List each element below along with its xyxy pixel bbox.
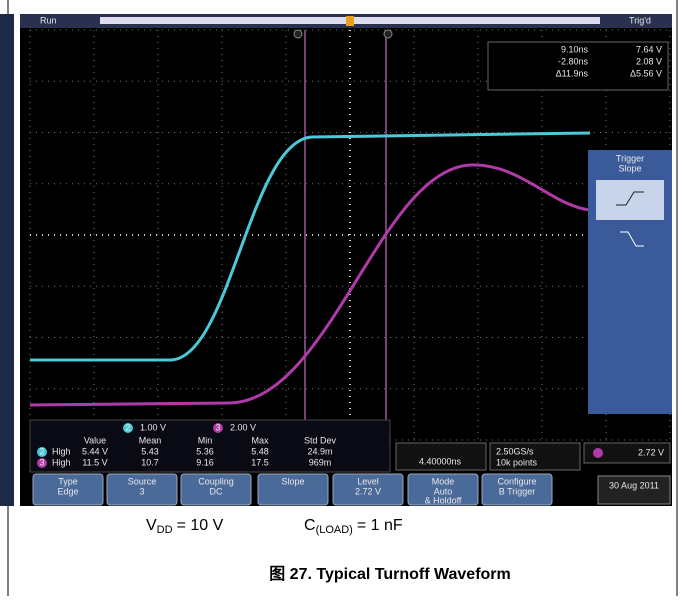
caption-title: Typical Turnoff Waveform <box>316 566 510 583</box>
cursor-time: 9.10ns <box>561 44 589 54</box>
cursor-time: Δ11.9ns <box>556 68 589 78</box>
side-strip <box>0 14 14 506</box>
cell: 5.36 <box>196 446 214 456</box>
row-badge <box>37 458 47 468</box>
cell: 24.9m <box>307 446 332 456</box>
record-length: 10k points <box>496 457 538 467</box>
channel-number: 2 <box>125 422 130 432</box>
trigger-level: 2.72 V <box>638 447 664 457</box>
menu-label: Level <box>357 476 379 486</box>
panel-title: Trigger <box>616 153 644 163</box>
cell: 11.5 V <box>82 457 107 467</box>
status: Run <box>40 15 57 25</box>
row-name: High <box>52 457 71 467</box>
cell: 5.43 <box>141 446 159 456</box>
acquisition-box <box>489 442 581 471</box>
cursor-volt: 7.64 V <box>636 44 662 54</box>
menu-button[interactable] <box>106 473 178 506</box>
menu-button[interactable] <box>257 473 329 506</box>
cell: 5.44 V <box>82 446 108 456</box>
symbol: C <box>304 517 316 534</box>
cursor-readout: 9.10ns 7.64 V -2.80ns 2.08 V Δ11.9ns Δ5.56 V <box>556 44 662 78</box>
menu-value: 2.72 V <box>355 486 381 496</box>
horizontal-position: 4.40000ns <box>419 456 462 466</box>
waveform-ch2 <box>30 131 591 362</box>
channel-scale: 1.00 V <box>140 422 166 432</box>
date-box <box>597 475 671 505</box>
cursor-handle <box>293 29 303 39</box>
menu-label: Type <box>58 476 78 486</box>
menu-button[interactable] <box>332 473 404 506</box>
row-channel: 3 <box>39 457 44 467</box>
menu-label: Configure <box>497 476 536 486</box>
trigger-channel <box>593 448 603 458</box>
menu-button[interactable] <box>481 473 553 506</box>
column-header: Min <box>198 435 213 445</box>
column-header: Std Dev <box>304 435 337 445</box>
column-header: Mean <box>139 435 162 445</box>
channel-number: 3 <box>215 422 220 432</box>
cursor-volt: Δ5.56 V <box>630 68 662 78</box>
waveform-ch3 <box>29 163 591 407</box>
row-channel: 2 <box>39 446 44 456</box>
cell: 5.48 <box>251 446 269 456</box>
condition-value: = 10 V <box>177 517 224 534</box>
cell: 17.5 <box>251 457 269 467</box>
row-badge <box>37 447 47 457</box>
caption: 图 27. Typical Turnoff Waveform <box>269 565 511 583</box>
cursor-volt: 2.08 V <box>636 56 662 66</box>
condition-value: = 1 nF <box>357 517 403 534</box>
date: 30 Aug 2011 <box>609 480 659 490</box>
condition: C(LOAD) = 1 nF <box>304 517 403 536</box>
cell: 9.16 <box>196 457 214 467</box>
menu-label: Source <box>128 476 157 486</box>
menu-value: 3 <box>139 486 144 496</box>
menu-label: Mode <box>432 476 455 486</box>
cursor-readout-box <box>487 41 669 91</box>
column-header: Max <box>251 435 269 445</box>
slope-falling-icon[interactable] <box>620 231 644 247</box>
menu-label: Slope <box>281 476 304 486</box>
slope-rising[interactable] <box>596 180 664 220</box>
row-name: High <box>52 446 71 456</box>
subscript: DD <box>157 524 173 536</box>
panel-title: Slope <box>618 163 641 173</box>
column-header: Value <box>84 435 106 445</box>
trigger-box <box>583 442 671 464</box>
measurements: 2 1.00 V 3 2.00 V Value Mean Min Max Std Dev 2 Hig… <box>37 422 337 468</box>
condition: VDD = 10 V <box>146 517 224 536</box>
cursor-time: -2.80ns <box>558 56 589 66</box>
horizontal-box <box>395 442 487 471</box>
cursor-handle <box>383 29 393 39</box>
symbol: V <box>146 517 157 534</box>
sample-rate: 2.50GS/s <box>496 446 534 456</box>
cell: 10.7 <box>141 457 159 467</box>
cell: 969m <box>309 457 332 467</box>
menu-value: Auto <box>434 486 453 496</box>
channel-badge <box>213 423 223 433</box>
menu-button[interactable] <box>180 473 252 506</box>
menu-value: & Holdoff <box>425 495 462 505</box>
measurement-table <box>29 419 391 473</box>
conditions: VDD = 10 V C(LOAD) = 1 nF <box>146 517 403 536</box>
trigger-state: Trig'd <box>629 15 651 25</box>
caption-label: 图 27. <box>269 565 312 583</box>
channel-badge <box>123 423 133 433</box>
subscript: (LOAD) <box>316 524 353 536</box>
trigger-marker <box>346 16 354 26</box>
menu-label: Coupling <box>198 476 234 486</box>
menu-value: B Trigger <box>499 486 536 496</box>
channel-scale: 2.00 V <box>230 422 256 432</box>
menu-value: Edge <box>57 486 78 496</box>
menu-button[interactable] <box>407 473 479 506</box>
menu-button[interactable] <box>32 473 104 506</box>
slope-rising-icon <box>616 191 644 206</box>
menu-value: DC <box>210 486 223 496</box>
